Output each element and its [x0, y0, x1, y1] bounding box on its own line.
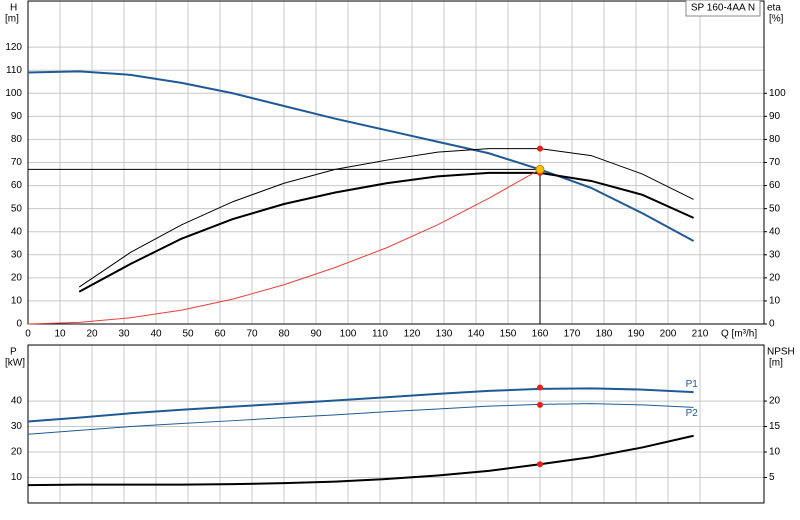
curve: [78, 148, 694, 288]
y2-axis-unit: [%]: [769, 14, 784, 25]
y-axis-unit: [m]: [5, 14, 19, 25]
y-tick-label: 110: [6, 65, 22, 76]
series-label: P2: [686, 408, 699, 419]
x-tick-label: 100: [340, 329, 357, 340]
x-tick-label: 160: [532, 329, 549, 340]
x-tick-label: 60: [214, 329, 226, 340]
x-axis-label: Q [m³/h]: [721, 329, 757, 340]
curve: [27, 387, 694, 423]
curve: [27, 70, 695, 242]
y2-tick-label: 60: [769, 180, 781, 191]
y-axis-label: H: [10, 3, 17, 14]
y-tick-label: 90: [11, 111, 23, 122]
y-tick-label: 0: [16, 319, 22, 330]
y-tick-label: 20: [11, 272, 23, 283]
chart-title: SP 160-4AA N: [691, 3, 755, 14]
x-tick-label: 190: [628, 329, 645, 340]
y-axis-label: P: [10, 347, 17, 358]
y2-tick-label: 80: [769, 134, 781, 145]
y2-tick-label: 5: [769, 472, 775, 483]
y-axis-unit: [kW]: [5, 358, 25, 369]
plot-frame: [27, 0, 765, 325]
y2-tick-label: 15: [769, 421, 781, 432]
plot-frame: [27, 344, 765, 504]
y2-tick-label: 50: [769, 203, 781, 214]
x-tick-label: 50: [182, 329, 194, 340]
x-tick-label: 90: [310, 329, 322, 340]
y2-axis-unit: [m]: [769, 358, 783, 369]
x-tick-label: 170: [564, 329, 581, 340]
y-tick-label: 10: [11, 472, 23, 483]
y2-axis-label: eta: [767, 3, 781, 14]
curve: [78, 171, 695, 293]
x-tick-label: 70: [246, 329, 258, 340]
x-tick-label: 130: [436, 329, 453, 340]
marker: [537, 145, 543, 152]
curve: [27, 168, 541, 325]
y-tick-label: 20: [11, 447, 23, 458]
curve: [27, 434, 694, 487]
x-tick-label: 150: [500, 329, 517, 340]
x-tick-label: 30: [118, 329, 130, 340]
x-tick-label: 140: [468, 329, 485, 340]
series-label: P1: [686, 379, 699, 390]
duty-point: [535, 164, 545, 174]
y-tick-label: 120: [5, 42, 22, 53]
y2-tick-label: 70: [769, 157, 781, 168]
x-tick-label: 120: [404, 329, 421, 340]
y2-tick-label: 100: [769, 88, 786, 99]
y2-tick-label: 40: [769, 226, 781, 237]
y2-tick-label: 0: [769, 319, 775, 330]
x-tick-label: 200: [660, 329, 677, 340]
y-tick-label: 80: [11, 134, 23, 145]
x-tick-label: 210: [692, 329, 709, 340]
y-tick-label: 10: [11, 296, 23, 307]
y-tick-label: 100: [5, 88, 22, 99]
y2-tick-label: 10: [769, 296, 781, 307]
title-box: [685, 0, 761, 17]
y2-tick-label: 20: [769, 396, 781, 407]
y-tick-label: 70: [11, 157, 23, 168]
x-tick-label: 10: [54, 329, 66, 340]
x-tick-label: 20: [86, 329, 98, 340]
x-tick-label: 110: [372, 329, 388, 340]
marker: [537, 461, 543, 468]
y-tick-label: 30: [11, 421, 23, 432]
y2-axis-label: NPSH: [767, 347, 795, 358]
curve: [27, 403, 694, 435]
marker: [537, 401, 543, 408]
x-tick-label: 80: [278, 329, 290, 340]
y-tick-label: 30: [11, 249, 23, 260]
y2-tick-label: 20: [769, 272, 781, 283]
marker: [537, 384, 543, 391]
y-tick-label: 40: [11, 226, 23, 237]
y2-tick-label: 10: [769, 447, 781, 458]
y-tick-label: 60: [11, 180, 23, 191]
y-tick-label: 50: [11, 203, 23, 214]
x-tick-label: 0: [25, 329, 31, 340]
y2-tick-label: 30: [769, 249, 781, 260]
y2-tick-label: 90: [769, 111, 781, 122]
x-tick-label: 40: [150, 329, 162, 340]
x-tick-label: 180: [596, 329, 613, 340]
y-tick-label: 40: [11, 396, 23, 407]
